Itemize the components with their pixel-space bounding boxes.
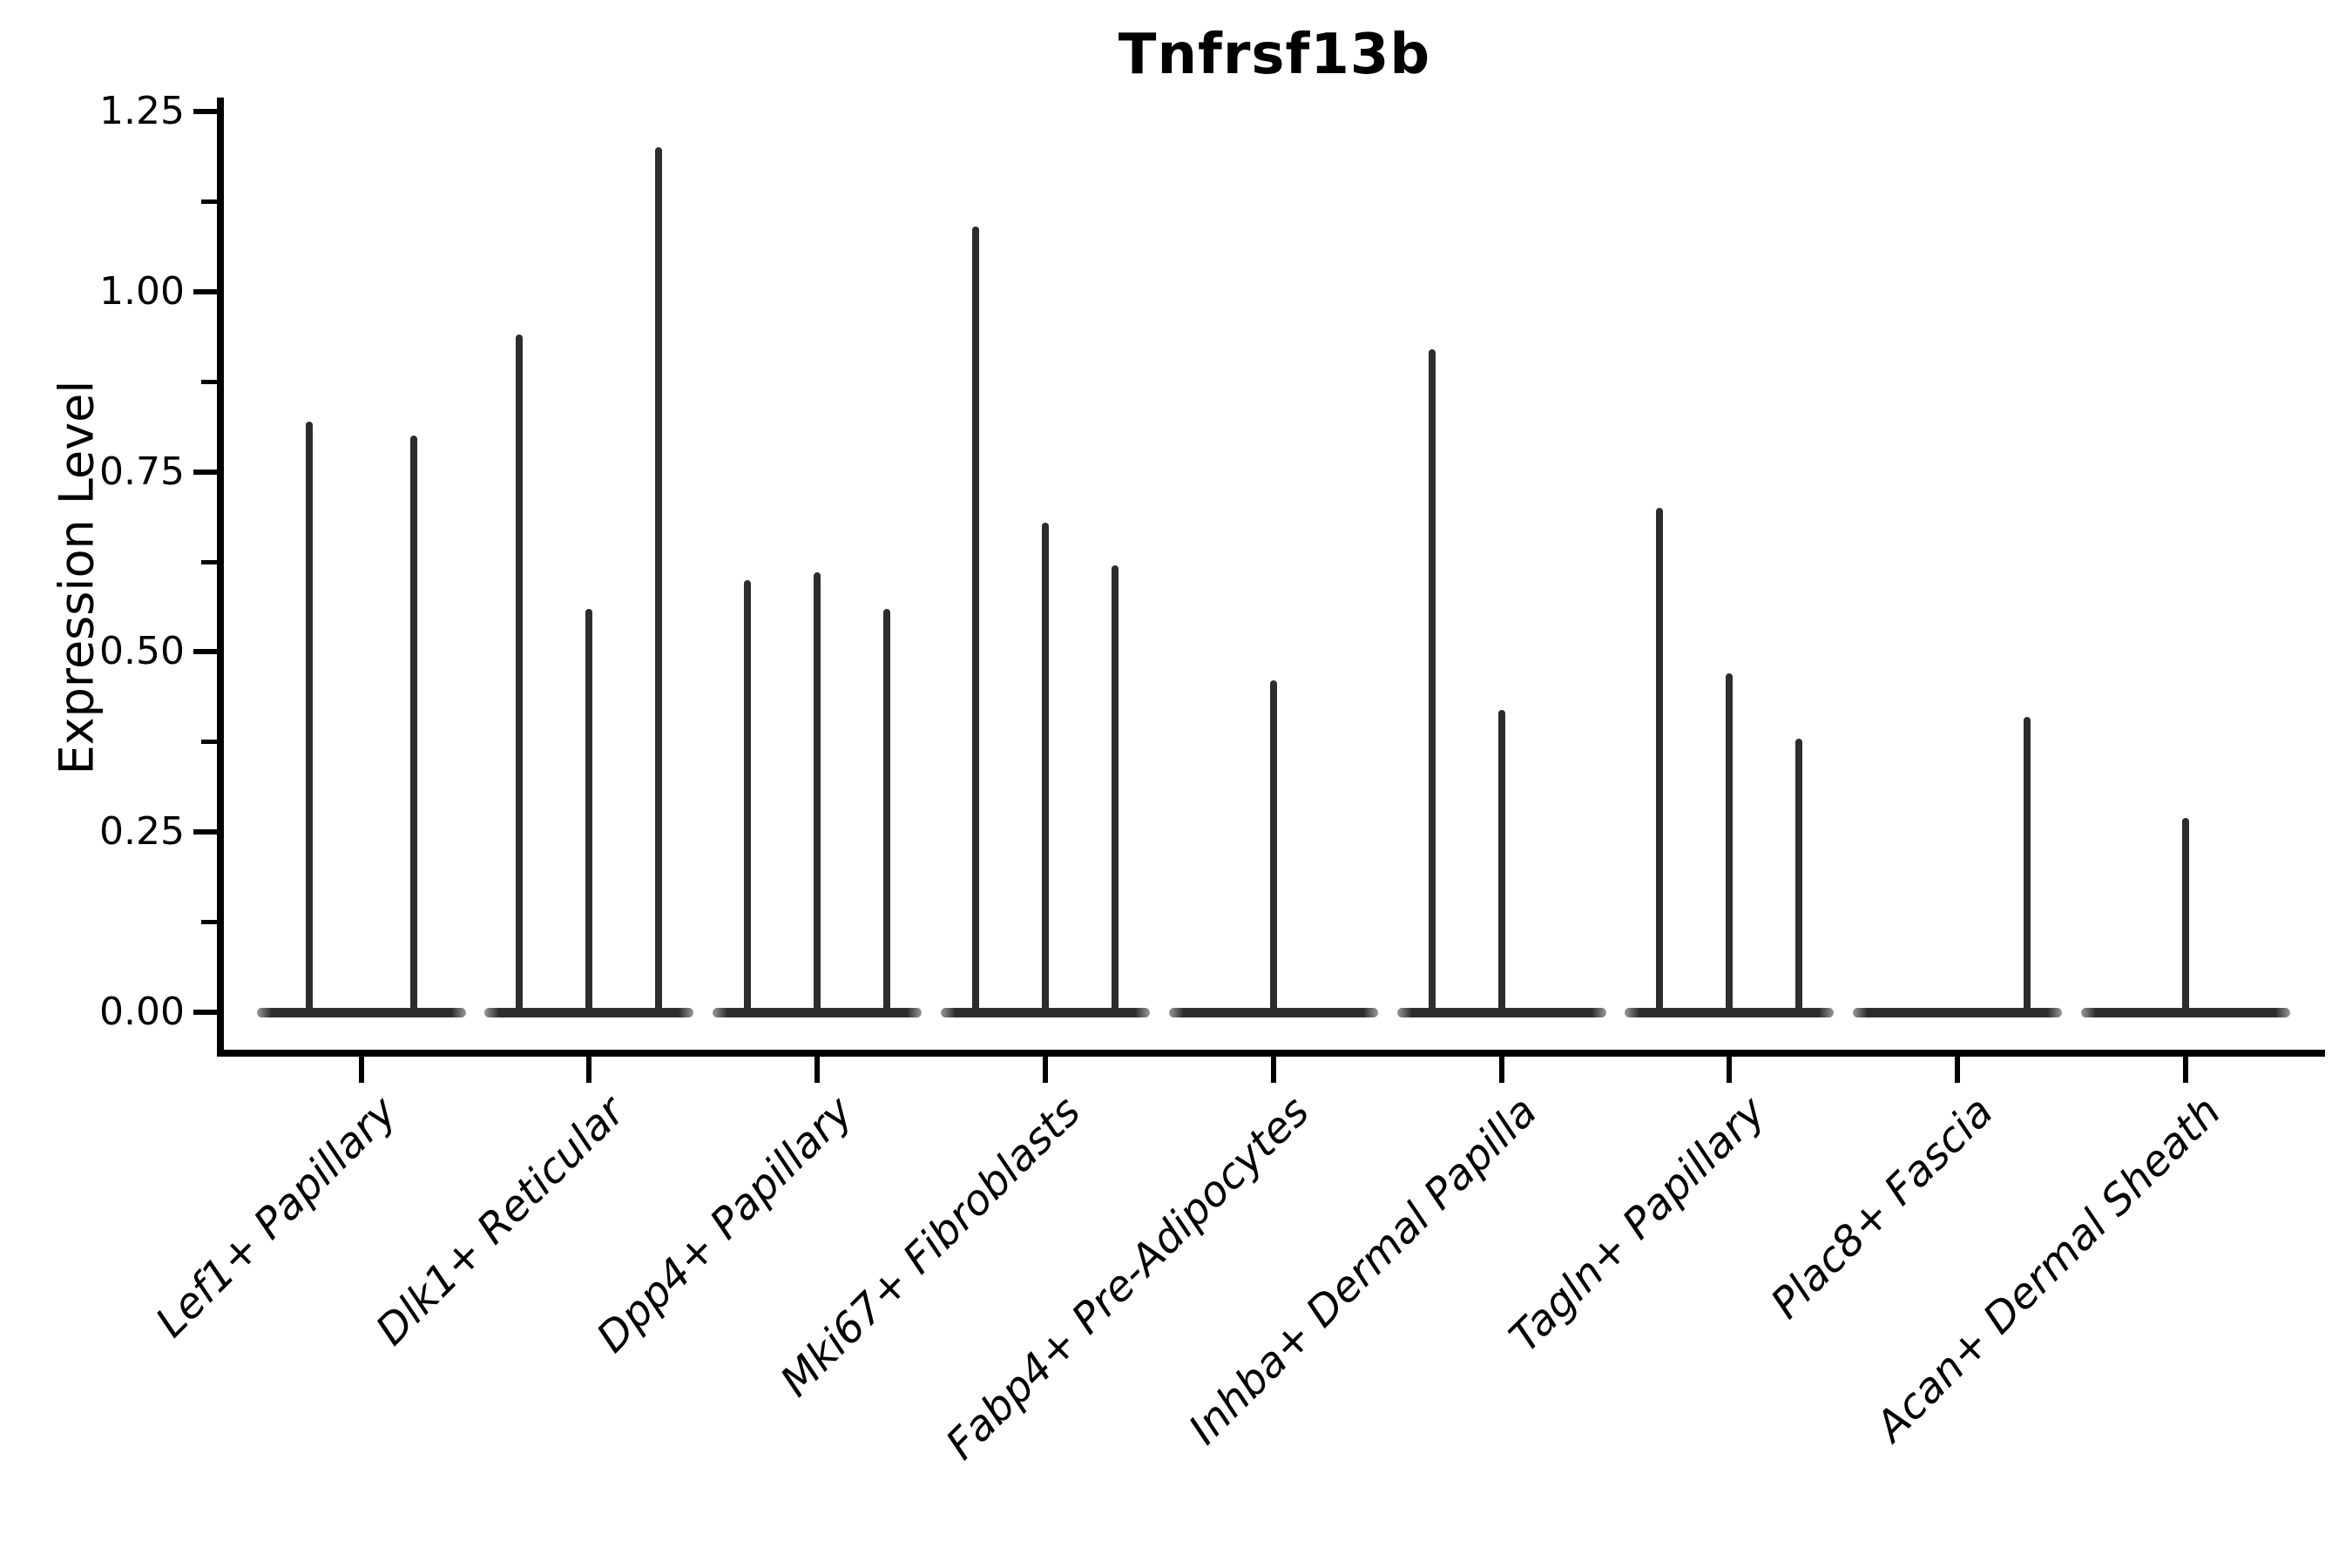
x-tick-label: Plac8+ Fascia — [1761, 1087, 2003, 1328]
y-major-tick — [193, 829, 217, 835]
violin-spike — [1269, 680, 1277, 1012]
violin-spike — [971, 226, 979, 1012]
x-tick-label: Fabp4+ Pre-Adipocytes — [936, 1087, 1319, 1470]
x-tick — [1270, 1057, 1276, 1083]
violin-spike — [655, 147, 663, 1012]
violin-spike — [1111, 565, 1119, 1012]
violin-spike — [1726, 673, 1734, 1012]
y-tick-label: 0.00 — [99, 990, 185, 1034]
y-minor-tick — [201, 199, 217, 204]
violin-spike — [2181, 817, 2189, 1012]
violin-baseline — [1168, 1007, 1378, 1017]
y-major-tick — [193, 649, 217, 655]
y-minor-tick — [201, 559, 217, 564]
violin-baseline — [713, 1007, 923, 1017]
y-tick-label: 0.25 — [99, 809, 185, 855]
x-tick — [1955, 1057, 1961, 1083]
violin-spike — [1795, 738, 1803, 1012]
y-major-tick — [193, 288, 217, 294]
chart-title: Tnfrsf13b — [1118, 23, 1431, 87]
violin-spike — [516, 335, 524, 1012]
x-tick — [1042, 1057, 1048, 1083]
y-axis-label: Expression Level — [49, 380, 105, 775]
violin-spike — [409, 436, 417, 1012]
x-tick — [2182, 1057, 2188, 1083]
y-tick-label: 1.25 — [99, 89, 185, 133]
y-axis-spine — [217, 98, 224, 1057]
x-tick-label: Tagln+ Papillary — [1499, 1087, 1774, 1362]
y-minor-tick — [201, 740, 217, 745]
y-major-tick — [193, 1010, 217, 1015]
violin-spike — [814, 572, 821, 1012]
x-tick — [358, 1057, 364, 1083]
violin-spike — [1041, 522, 1049, 1012]
x-tick-label: Dlk1+ Reticular — [366, 1087, 634, 1355]
y-tick-label: 1.00 — [99, 268, 185, 314]
y-minor-tick — [201, 920, 217, 925]
x-tick — [1727, 1057, 1733, 1083]
violin-spike — [1428, 348, 1436, 1012]
violin-baseline — [940, 1007, 1150, 1017]
y-tick-label: 0.50 — [99, 629, 185, 674]
violin-spike — [1656, 507, 1664, 1012]
violin-spike — [744, 579, 752, 1012]
violin-baseline — [256, 1007, 466, 1017]
y-major-tick — [193, 109, 217, 114]
x-tick — [814, 1057, 821, 1083]
violin-spike — [305, 421, 313, 1012]
violin-baseline — [484, 1007, 694, 1017]
x-tick-label: Lef1+ Papillary — [145, 1087, 407, 1348]
x-axis-spine — [217, 1050, 2325, 1057]
violin-baseline — [1396, 1007, 1606, 1017]
violin-baseline — [2080, 1007, 2290, 1017]
y-major-tick — [193, 469, 217, 475]
x-tick — [586, 1057, 592, 1083]
violin-spike — [585, 608, 593, 1012]
violin-spike — [883, 608, 891, 1012]
violin-spike — [1497, 709, 1505, 1012]
y-tick-label: 0.75 — [99, 449, 185, 494]
violin-baseline — [1625, 1007, 1835, 1017]
x-tick — [1498, 1057, 1504, 1083]
violin-spike — [2024, 716, 2031, 1012]
violin-baseline — [1853, 1007, 2063, 1017]
y-minor-tick — [201, 379, 217, 384]
